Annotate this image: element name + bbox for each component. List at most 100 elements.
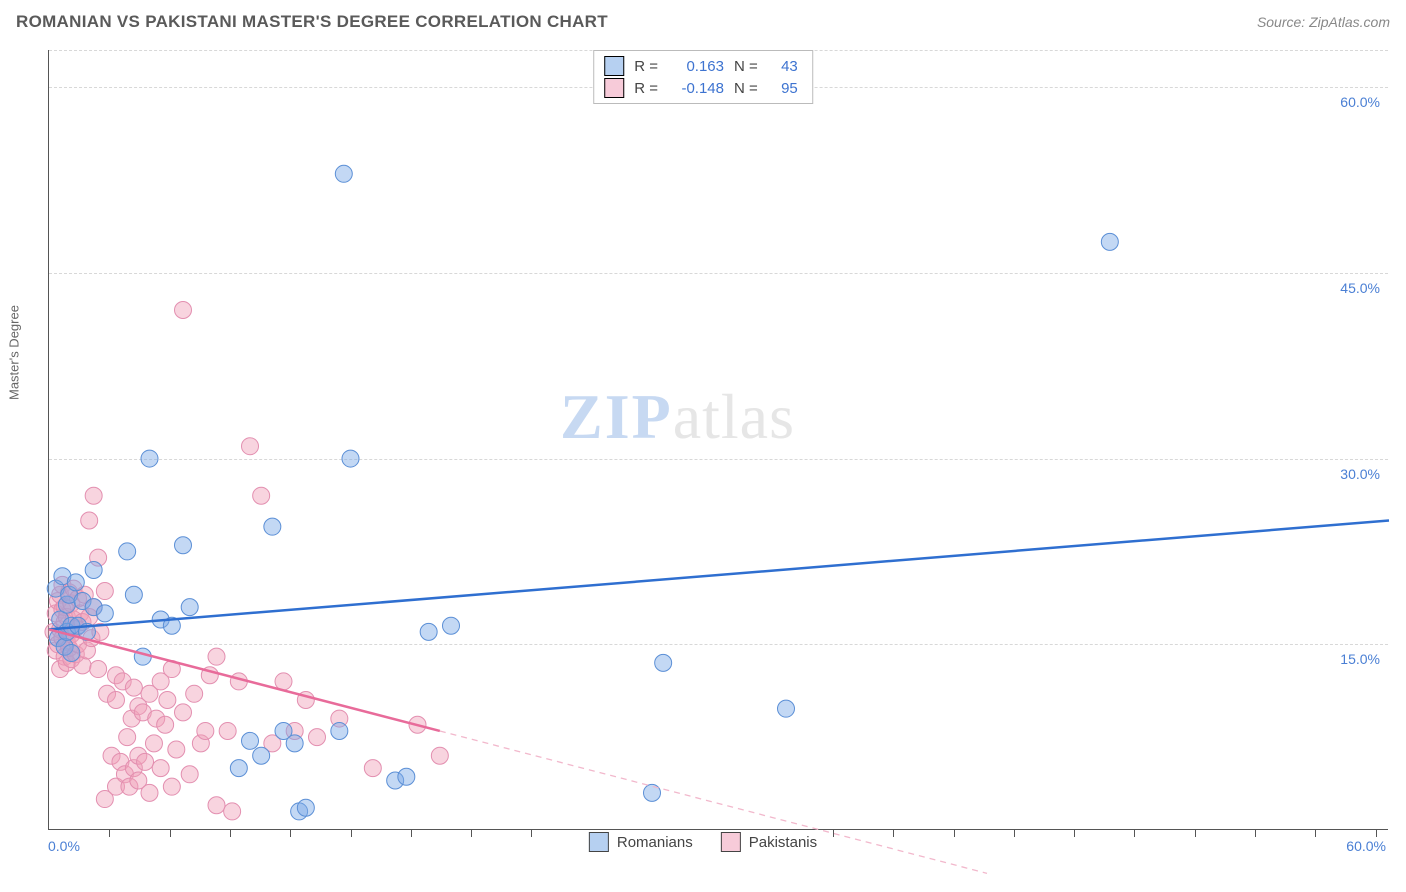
scatter-point [331, 722, 348, 739]
n-label: N = [734, 58, 758, 75]
scatter-point [145, 735, 162, 752]
scatter-point [157, 716, 174, 733]
scatter-point [286, 735, 303, 752]
trend-line [49, 520, 1389, 629]
plot-area: 15.0%30.0%45.0%60.0% [48, 50, 1388, 830]
scatter-point [181, 599, 198, 616]
x-tick [1255, 829, 1256, 837]
x-tick [230, 829, 231, 837]
scatter-point [219, 722, 236, 739]
scatter-point [125, 679, 142, 696]
scatter-point [342, 450, 359, 467]
scatter-svg [49, 50, 1388, 829]
scatter-point [253, 747, 270, 764]
r-label: R = [634, 80, 658, 97]
legend-stats: R = 0.163 N = 43 R = -0.148 N = 95 [593, 50, 813, 104]
x-tick [1014, 829, 1015, 837]
scatter-point [168, 741, 185, 758]
title-bar: ROMANIAN VS PAKISTANI MASTER'S DEGREE CO… [16, 12, 1390, 32]
r-value: 0.163 [668, 58, 724, 75]
x-tick [109, 829, 110, 837]
scatter-point [81, 512, 98, 529]
legend-series: Romanians Pakistanis [583, 830, 823, 854]
scatter-point [152, 760, 169, 777]
scatter-point [208, 797, 225, 814]
n-value: 43 [768, 58, 798, 75]
scatter-point [186, 685, 203, 702]
legend-swatch-blue [589, 832, 609, 852]
scatter-point [134, 648, 151, 665]
scatter-point [443, 617, 460, 634]
n-value: 95 [768, 80, 798, 97]
scatter-point [275, 673, 292, 690]
scatter-point [335, 165, 352, 182]
source-label: Source: ZipAtlas.com [1257, 14, 1390, 30]
scatter-point [163, 778, 180, 795]
scatter-point [242, 438, 259, 455]
scatter-point [644, 784, 661, 801]
chart-title: ROMANIAN VS PAKISTANI MASTER'S DEGREE CO… [16, 12, 608, 32]
scatter-point [420, 623, 437, 640]
scatter-point [85, 562, 102, 579]
x-tick [1376, 829, 1377, 837]
scatter-point [119, 729, 136, 746]
legend-swatch-blue [604, 56, 624, 76]
x-tick [1134, 829, 1135, 837]
legend-stats-row: R = -0.148 N = 95 [604, 77, 798, 99]
scatter-point [90, 661, 107, 678]
scatter-point [159, 692, 176, 709]
x-tick [954, 829, 955, 837]
y-axis-title: Master's Degree [7, 305, 22, 400]
x-tick [170, 829, 171, 837]
legend-label: Romanians [617, 834, 693, 851]
x-tick [893, 829, 894, 837]
scatter-point [398, 768, 415, 785]
scatter-point [137, 753, 154, 770]
scatter-point [297, 799, 314, 816]
x-tick [290, 829, 291, 837]
scatter-point [175, 302, 192, 319]
scatter-point [208, 648, 225, 665]
x-tick [351, 829, 352, 837]
scatter-point [431, 747, 448, 764]
x-tick [833, 829, 834, 837]
scatter-point [119, 543, 136, 560]
legend-swatch-pink [721, 832, 741, 852]
legend-stats-row: R = 0.163 N = 43 [604, 55, 798, 77]
x-max-label: 60.0% [1346, 838, 1386, 854]
scatter-point [242, 732, 259, 749]
x-tick [1195, 829, 1196, 837]
scatter-point [85, 487, 102, 504]
scatter-point [108, 692, 125, 709]
scatter-point [96, 583, 113, 600]
scatter-point [63, 644, 80, 661]
scatter-point [197, 722, 214, 739]
x-tick [471, 829, 472, 837]
scatter-point [1101, 233, 1118, 250]
scatter-point [175, 704, 192, 721]
legend-item: Romanians [589, 832, 693, 852]
n-label: N = [734, 80, 758, 97]
legend-swatch-pink [604, 78, 624, 98]
scatter-point [778, 700, 795, 717]
scatter-point [309, 729, 326, 746]
scatter-point [125, 586, 142, 603]
scatter-point [96, 605, 113, 622]
trend-line [49, 629, 440, 731]
legend-item: Pakistanis [721, 832, 817, 852]
scatter-point [67, 574, 84, 591]
r-value: -0.148 [668, 80, 724, 97]
legend-label: Pakistanis [749, 834, 817, 851]
scatter-point [655, 654, 672, 671]
scatter-point [181, 766, 198, 783]
r-label: R = [634, 58, 658, 75]
scatter-point [175, 537, 192, 554]
scatter-point [141, 784, 158, 801]
scatter-point [253, 487, 270, 504]
x-tick [411, 829, 412, 837]
scatter-point [230, 760, 247, 777]
x-tick [1315, 829, 1316, 837]
scatter-point [224, 803, 241, 820]
x-tick [1074, 829, 1075, 837]
scatter-point [364, 760, 381, 777]
